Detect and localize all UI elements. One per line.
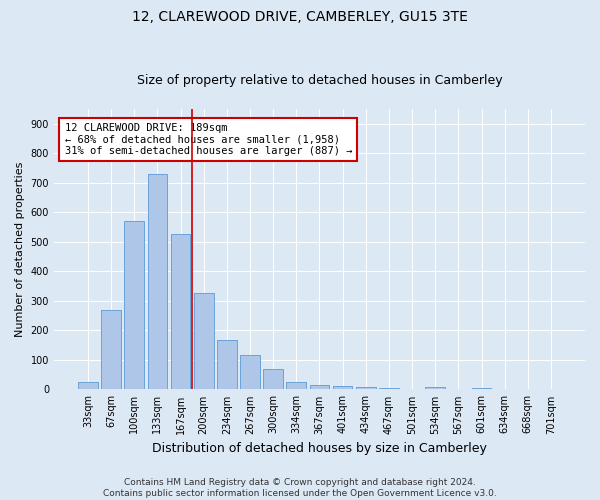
Title: Size of property relative to detached houses in Camberley: Size of property relative to detached ho… bbox=[137, 74, 502, 87]
Bar bbox=[78, 382, 98, 390]
Bar bbox=[148, 174, 167, 390]
Bar bbox=[379, 388, 399, 390]
Bar bbox=[170, 234, 190, 390]
Text: 12, CLAREWOOD DRIVE, CAMBERLEY, GU15 3TE: 12, CLAREWOOD DRIVE, CAMBERLEY, GU15 3TE bbox=[132, 10, 468, 24]
Bar bbox=[263, 370, 283, 390]
Text: 12 CLAREWOOD DRIVE: 189sqm
← 68% of detached houses are smaller (1,958)
31% of s: 12 CLAREWOOD DRIVE: 189sqm ← 68% of deta… bbox=[65, 123, 352, 156]
Bar bbox=[310, 385, 329, 390]
Y-axis label: Number of detached properties: Number of detached properties bbox=[15, 162, 25, 337]
Bar bbox=[425, 387, 445, 390]
Bar bbox=[472, 388, 491, 390]
Bar bbox=[333, 386, 352, 390]
Bar bbox=[101, 310, 121, 390]
Bar bbox=[194, 292, 214, 390]
Bar bbox=[124, 221, 144, 390]
Bar bbox=[356, 387, 376, 390]
Bar bbox=[286, 382, 306, 390]
Bar bbox=[217, 340, 236, 390]
X-axis label: Distribution of detached houses by size in Camberley: Distribution of detached houses by size … bbox=[152, 442, 487, 455]
Bar bbox=[240, 356, 260, 390]
Text: Contains HM Land Registry data © Crown copyright and database right 2024.
Contai: Contains HM Land Registry data © Crown c… bbox=[103, 478, 497, 498]
